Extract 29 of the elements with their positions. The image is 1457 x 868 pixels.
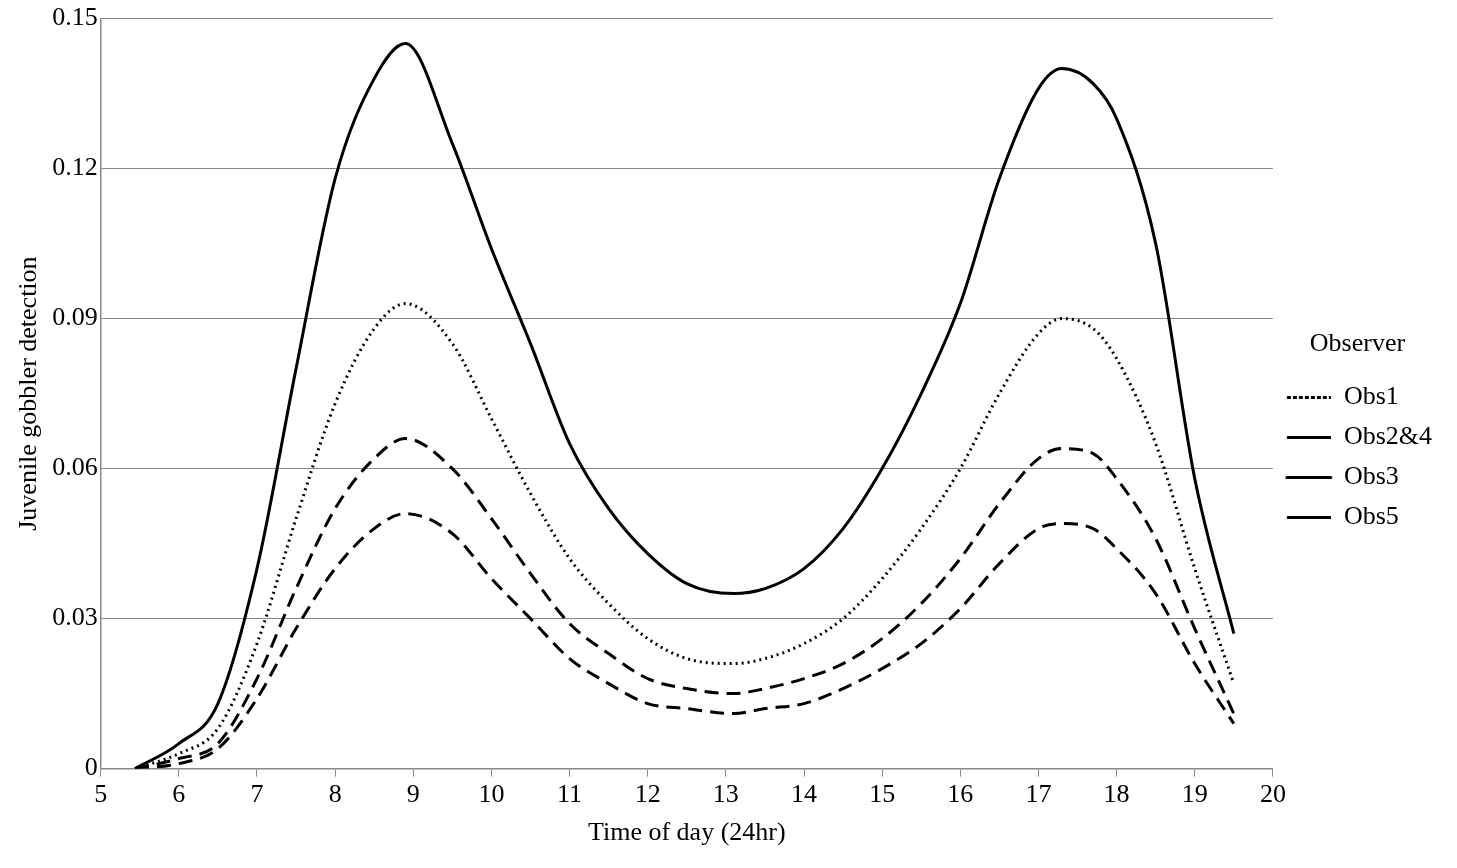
x-tick-label: 5: [94, 779, 108, 809]
y-tick-label: 0.09: [52, 302, 98, 332]
x-tick-label: 20: [1259, 779, 1286, 809]
y-tick-label: 0.12: [52, 152, 98, 182]
x-tick-label: 6: [172, 779, 186, 809]
x-tick-label: 12: [634, 779, 661, 809]
x-tick-label: 15: [869, 779, 896, 809]
legend-label: Obs3: [1343, 461, 1399, 491]
y-axis-title: Juvenile gobbler detection: [13, 256, 43, 531]
x-tick-label: 16: [947, 779, 974, 809]
legend-label: Obs5: [1343, 501, 1399, 531]
y-tick-label: 0.06: [52, 452, 98, 482]
x-tick-label: 7: [250, 779, 264, 809]
x-tick-label: 14: [791, 779, 818, 809]
x-tick-label: 17: [1025, 779, 1052, 809]
y-tick-label: 0.03: [52, 602, 98, 632]
x-tick-label: 13: [712, 779, 739, 809]
x-tick-label: 19: [1181, 779, 1208, 809]
x-tick-label: 10: [478, 779, 505, 809]
legend-title: Observer: [1309, 328, 1406, 358]
x-tick-label: 9: [406, 779, 420, 809]
y-tick-label: 0.15: [52, 2, 98, 32]
legend-label: Obs2&4: [1343, 421, 1433, 451]
legend-label: Obs1: [1343, 381, 1399, 411]
x-tick-label: 11: [557, 779, 583, 809]
x-tick-label: 8: [328, 779, 342, 809]
y-tick-label: 0: [84, 752, 98, 782]
x-tick-label: 18: [1103, 779, 1130, 809]
x-axis-title: Time of day (24hr): [587, 817, 786, 847]
